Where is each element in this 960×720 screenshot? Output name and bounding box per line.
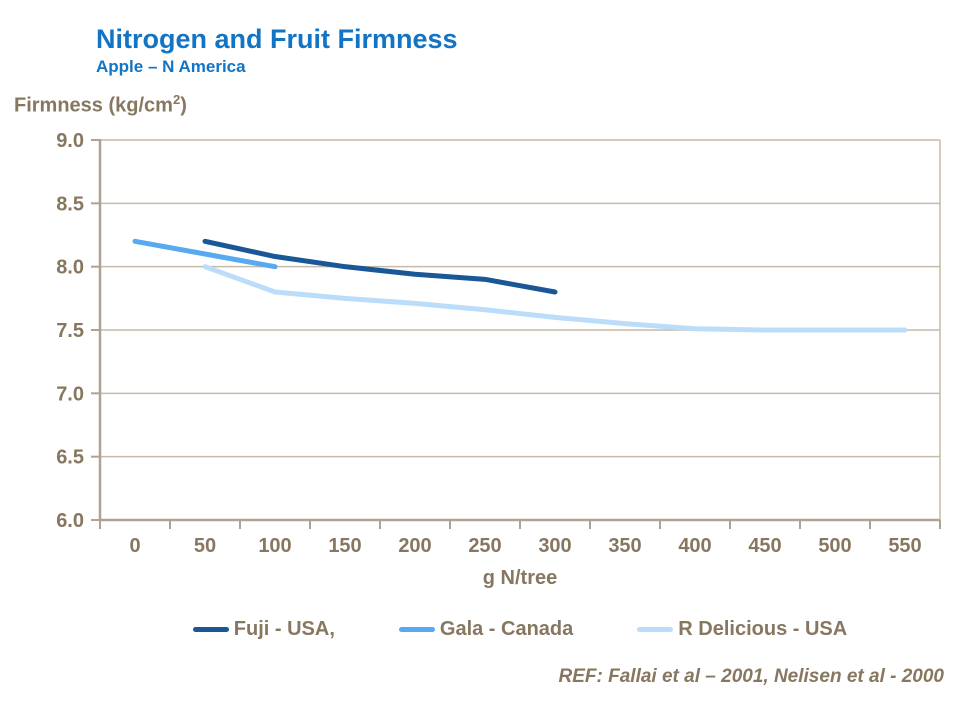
y-axis-title-superscript: 2 [172,92,181,107]
x-tick-label-0: 0 [129,535,140,557]
series-line-gala-canada [132,238,278,270]
legend-swatch-r-delicious-usa [637,626,674,632]
x-tick-label-400: 400 [678,535,711,557]
x-tick-label-150: 150 [328,535,361,557]
series-line-r-delicious-usa [202,264,908,333]
legend-item-fuji-usa: Fuji - USA, [192,617,335,641]
reference-note: REF: Fallai et al – 2001, Nelisen et al … [558,666,944,687]
y-axis-title: Firmness (kg/cm2) [14,92,187,118]
legend-item-r-delicious-usa: R Delicious - USA [637,618,847,641]
y-tick-label-7.5: 7.5 [56,320,84,342]
x-tick-label-300: 300 [538,535,571,557]
legend-label-r-delicious-usa: R Delicious - USA [678,617,848,640]
x-tick-label-550: 550 [888,535,921,557]
legend-swatch-gala-canada [398,626,435,632]
legend-label-gala-canada: Gala - Canada [439,617,574,640]
legend-label-fuji-usa: Fuji - USA, [233,617,335,640]
x-tick-label-250: 250 [468,535,501,557]
x-tick-label-500: 500 [818,535,851,557]
chart-legend: Fuji - USA, Gala - Canada R Delicious - US… [100,612,940,646]
legend-swatch-fuji-usa [192,626,229,632]
y-tick-label-9.0: 9.0 [56,130,84,152]
y-axis-title-text: Firmness (kg/cm [14,94,173,117]
series-line-fuji-usa [202,238,558,295]
x-tick-label-50: 50 [194,535,216,557]
x-tick-label-350: 350 [608,535,641,557]
x-tick-label-450: 450 [748,535,781,557]
y-axis-title-close: ) [180,94,187,117]
y-tick-label-6.5: 6.5 [56,447,84,469]
page-title: Nitrogen and Fruit Firmness [96,24,458,54]
y-tick-label-8.0: 8.0 [56,257,84,279]
y-tick-label-7.0: 7.0 [56,383,84,405]
x-tick-label-200: 200 [398,535,431,557]
legend-item-gala-canada: Gala - Canada [398,617,574,641]
y-tick-label-6.0: 6.0 [56,510,84,532]
x-axis-title: g N/tree [483,567,557,589]
y-tick-label-8.5: 8.5 [56,193,84,215]
page-subtitle: Apple – N America [96,57,246,76]
x-tick-label-100: 100 [258,535,291,557]
